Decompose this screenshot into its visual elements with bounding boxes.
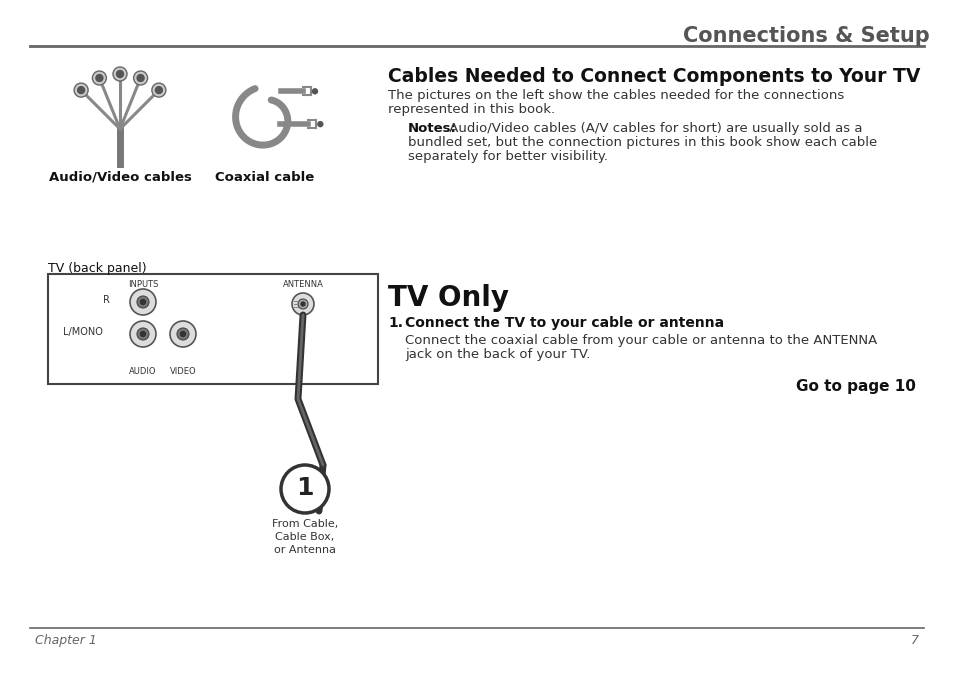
Text: R: R [103, 295, 110, 305]
Circle shape [133, 71, 148, 85]
Circle shape [297, 299, 308, 309]
Text: separately for better visibility.: separately for better visibility. [408, 150, 607, 163]
Text: VIDEO: VIDEO [170, 367, 196, 376]
Circle shape [116, 71, 123, 78]
Circle shape [180, 332, 185, 336]
Text: jack on the back of your TV.: jack on the back of your TV. [405, 348, 590, 361]
Circle shape [130, 321, 156, 347]
Text: 7: 7 [910, 634, 918, 647]
Text: The pictures on the left show the cables needed for the connections: The pictures on the left show the cables… [388, 89, 843, 102]
Circle shape [77, 87, 85, 94]
Text: Go to page 10: Go to page 10 [796, 379, 915, 394]
Text: 1: 1 [296, 476, 314, 500]
Circle shape [170, 321, 195, 347]
Circle shape [130, 289, 156, 315]
Circle shape [140, 299, 146, 305]
Circle shape [74, 83, 88, 97]
Circle shape [137, 296, 149, 308]
Circle shape [137, 328, 149, 340]
Text: 1.: 1. [388, 316, 402, 330]
Text: Audio/Video cables: Audio/Video cables [49, 171, 192, 184]
Circle shape [112, 67, 127, 81]
Text: TV (back panel): TV (back panel) [48, 262, 147, 275]
Circle shape [292, 293, 314, 315]
Circle shape [317, 121, 322, 127]
Text: bundled set, but the connection pictures in this book show each cable: bundled set, but the connection pictures… [408, 136, 877, 149]
Text: Chapter 1: Chapter 1 [35, 634, 97, 647]
FancyBboxPatch shape [48, 274, 377, 384]
Circle shape [140, 332, 146, 336]
Text: Connections & Setup: Connections & Setup [682, 26, 929, 46]
Circle shape [152, 83, 166, 97]
Circle shape [301, 302, 305, 306]
Text: Connect the coaxial cable from your cable or antenna to the ANTENNA: Connect the coaxial cable from your cabl… [405, 334, 877, 347]
Circle shape [281, 465, 329, 513]
Text: TV Only: TV Only [388, 284, 509, 312]
Text: INPUTS: INPUTS [128, 280, 158, 289]
Circle shape [155, 87, 162, 94]
Circle shape [137, 75, 144, 82]
Text: ANTENNA: ANTENNA [282, 280, 323, 289]
Text: Cables Needed to Connect Components to Your TV: Cables Needed to Connect Components to Y… [388, 67, 920, 86]
Circle shape [96, 75, 103, 82]
Text: AUDIO: AUDIO [129, 367, 156, 376]
Text: Notes:: Notes: [408, 122, 456, 135]
Circle shape [313, 89, 317, 94]
Text: L/MONO: L/MONO [63, 327, 103, 337]
Text: Coaxial cable: Coaxial cable [215, 171, 314, 184]
Text: Connect the TV to your cable or antenna: Connect the TV to your cable or antenna [405, 316, 723, 330]
Circle shape [177, 328, 189, 340]
Text: From Cable,
Cable Box,
or Antenna: From Cable, Cable Box, or Antenna [272, 519, 337, 555]
Text: Audio/Video cables (A/V cables for short) are usually sold as a: Audio/Video cables (A/V cables for short… [444, 122, 862, 135]
Circle shape [92, 71, 107, 85]
Text: represented in this book.: represented in this book. [388, 103, 555, 116]
